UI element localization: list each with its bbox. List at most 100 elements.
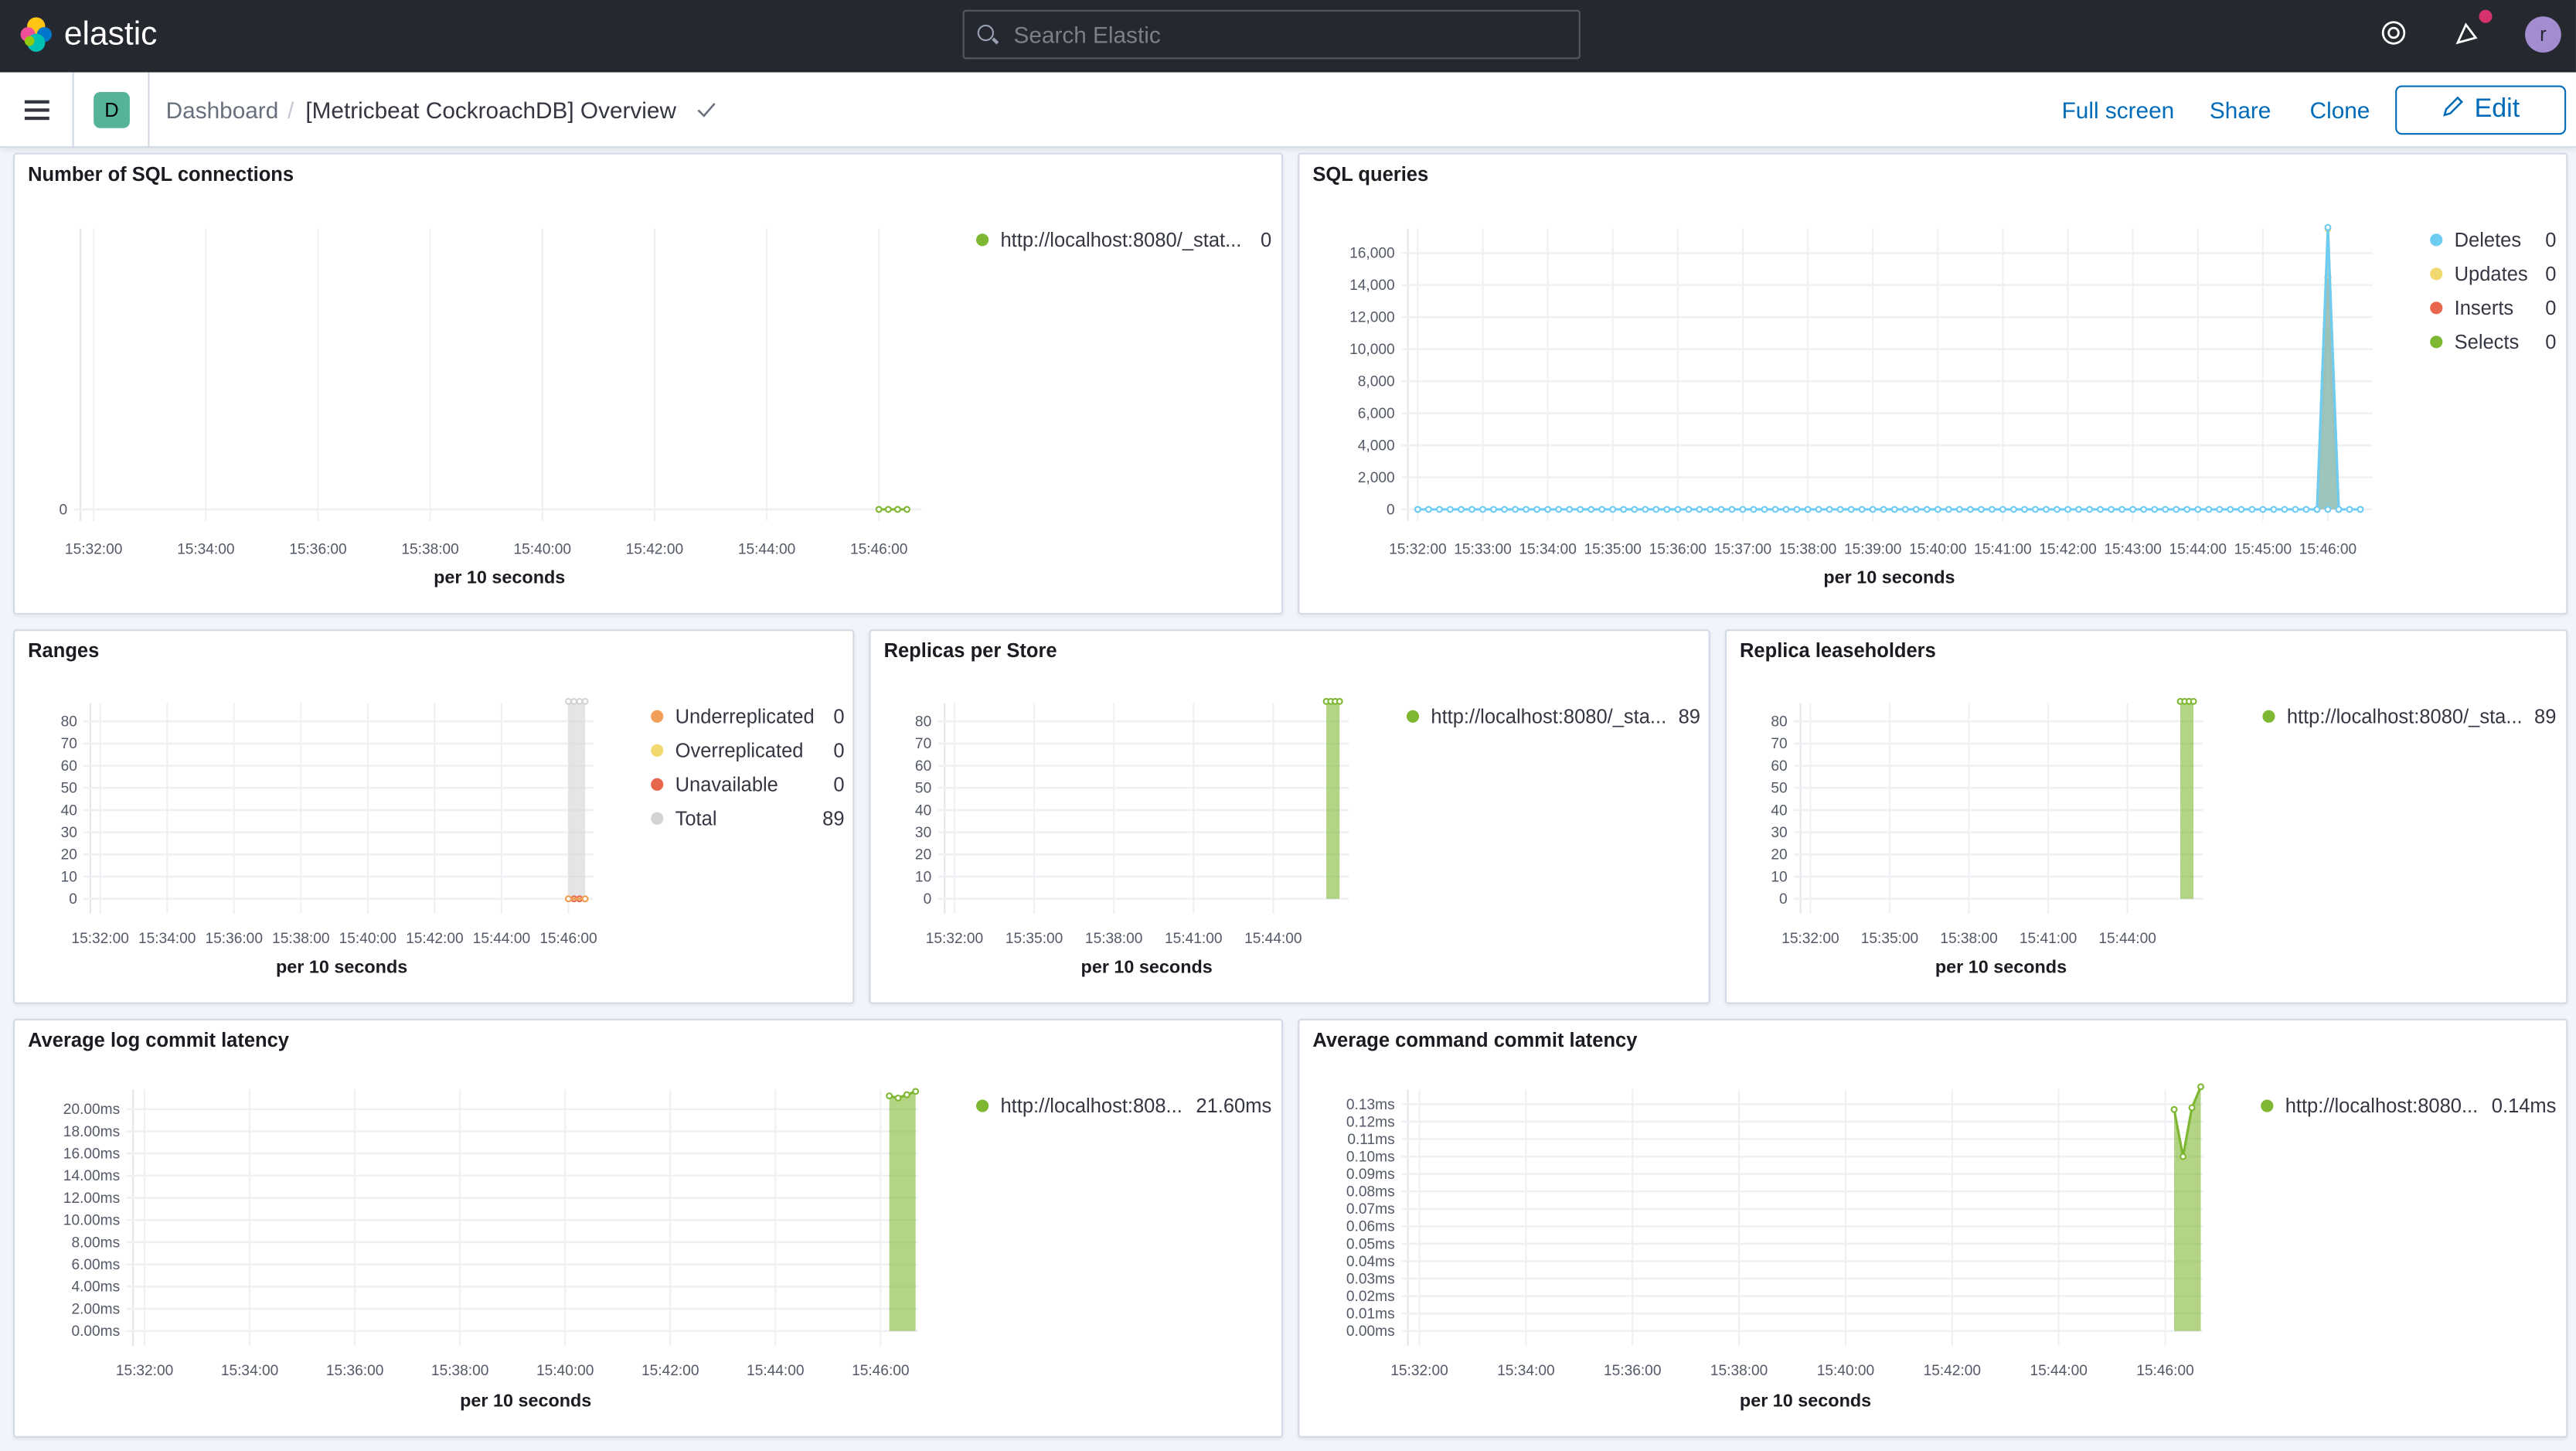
- data-point[interactable]: [1934, 506, 1941, 513]
- data-point[interactable]: [1717, 506, 1725, 513]
- full-screen-button[interactable]: Full screen: [2061, 97, 2175, 124]
- elastic-logo[interactable]: elastic: [16, 15, 157, 54]
- data-point[interactable]: [2086, 506, 2094, 513]
- data-point[interactable]: [1446, 506, 1454, 513]
- data-point[interactable]: [1490, 506, 1497, 513]
- legend-series-name[interactable]: http://localhost:8080...: [2285, 1095, 2479, 1117]
- data-point[interactable]: [570, 697, 578, 705]
- data-point[interactable]: [1901, 506, 1909, 513]
- data-point[interactable]: [1609, 506, 1617, 513]
- data-point[interactable]: [2140, 506, 2148, 513]
- data-point[interactable]: [1728, 506, 1736, 513]
- data-point[interactable]: [1544, 506, 1552, 513]
- data-point[interactable]: [2188, 1104, 2196, 1112]
- data-point[interactable]: [2237, 506, 2245, 513]
- legend-series-name[interactable]: Overreplicated: [675, 740, 804, 761]
- legend-series-name[interactable]: http://localhost:8080/_sta...: [2287, 706, 2523, 727]
- data-point[interactable]: [1750, 506, 1758, 513]
- data-point[interactable]: [1836, 506, 1844, 513]
- data-point[interactable]: [1804, 506, 1812, 513]
- data-point[interactable]: [2009, 506, 2017, 513]
- menu-icon[interactable]: [24, 100, 49, 121]
- data-point[interactable]: [1587, 506, 1595, 513]
- data-point[interactable]: [2227, 506, 2234, 513]
- data-point[interactable]: [1652, 506, 1660, 513]
- data-point[interactable]: [1923, 506, 1931, 513]
- legend-series-name[interactable]: Deletes: [2455, 230, 2521, 251]
- data-point[interactable]: [2259, 506, 2267, 513]
- data-point[interactable]: [2216, 506, 2224, 513]
- data-point[interactable]: [1620, 506, 1628, 513]
- data-point[interactable]: [2324, 223, 2332, 231]
- data-point[interactable]: [1826, 506, 1833, 513]
- data-point[interactable]: [1523, 506, 1530, 513]
- legend-series-name[interactable]: http://localhost:808...: [1000, 1095, 1182, 1117]
- data-point[interactable]: [2032, 506, 2039, 513]
- data-point[interactable]: [2162, 506, 2169, 513]
- legend-series-name[interactable]: Unavailable: [675, 774, 778, 795]
- data-point[interactable]: [2324, 506, 2332, 513]
- breadcrumb-dashboard[interactable]: Dashboard: [165, 97, 279, 124]
- data-point[interactable]: [2190, 697, 2197, 705]
- data-point[interactable]: [564, 697, 572, 705]
- edit-button[interactable]: Edit: [2395, 85, 2567, 135]
- data-point[interactable]: [1663, 506, 1671, 513]
- data-point[interactable]: [1512, 506, 1519, 513]
- data-point[interactable]: [2054, 506, 2060, 513]
- data-point[interactable]: [1890, 506, 1898, 513]
- data-point[interactable]: [1458, 506, 1465, 513]
- data-point[interactable]: [1847, 506, 1855, 513]
- data-point[interactable]: [2097, 506, 2105, 513]
- data-point[interactable]: [1869, 506, 1877, 513]
- data-point[interactable]: [1999, 506, 2006, 513]
- data-point[interactable]: [2357, 506, 2364, 513]
- data-point[interactable]: [2043, 506, 2050, 513]
- data-point[interactable]: [1955, 506, 1963, 513]
- data-point[interactable]: [2302, 506, 2310, 513]
- data-point[interactable]: [2075, 506, 2083, 513]
- data-point[interactable]: [1988, 506, 1996, 513]
- data-point[interactable]: [1435, 506, 1443, 513]
- data-point[interactable]: [581, 697, 589, 705]
- data-point[interactable]: [1424, 506, 1432, 513]
- data-point[interactable]: [1696, 506, 1703, 513]
- data-point[interactable]: [1707, 506, 1714, 513]
- data-point[interactable]: [2313, 506, 2321, 513]
- data-point[interactable]: [884, 506, 892, 513]
- clone-button[interactable]: Clone: [2309, 97, 2370, 124]
- legend-series-name[interactable]: Inserts: [2455, 298, 2514, 319]
- data-point[interactable]: [1577, 506, 1584, 513]
- legend-series-name[interactable]: Updates: [2455, 264, 2528, 285]
- data-point[interactable]: [2020, 506, 2028, 513]
- data-point[interactable]: [1945, 506, 1952, 513]
- data-point[interactable]: [2151, 506, 2159, 513]
- data-point[interactable]: [1782, 506, 1790, 513]
- data-point[interactable]: [2270, 506, 2278, 513]
- data-point[interactable]: [1468, 506, 1475, 513]
- data-point[interactable]: [1685, 506, 1693, 513]
- data-point[interactable]: [894, 1094, 902, 1102]
- help-icon[interactable]: [2380, 20, 2407, 46]
- data-point[interactable]: [2292, 506, 2299, 513]
- data-point[interactable]: [2170, 1105, 2178, 1113]
- data-point[interactable]: [1815, 506, 1822, 513]
- data-point[interactable]: [1555, 506, 1563, 513]
- data-point[interactable]: [1501, 506, 1509, 513]
- data-point[interactable]: [2197, 1083, 2204, 1091]
- data-point[interactable]: [2281, 506, 2288, 513]
- legend-series-name[interactable]: Underreplicated: [675, 706, 815, 727]
- data-point[interactable]: [1566, 506, 1574, 513]
- data-point[interactable]: [2346, 506, 2353, 513]
- data-point[interactable]: [2129, 506, 2137, 513]
- data-point[interactable]: [1642, 506, 1649, 513]
- legend-series-name[interactable]: http://localhost:8080/_sta...: [1431, 706, 1666, 727]
- data-point[interactable]: [903, 1091, 910, 1098]
- data-point[interactable]: [1761, 506, 1768, 513]
- data-point[interactable]: [1977, 506, 1985, 513]
- data-point[interactable]: [1336, 697, 1343, 705]
- data-point[interactable]: [2205, 506, 2213, 513]
- data-point[interactable]: [2335, 506, 2343, 513]
- data-point[interactable]: [1479, 506, 1486, 513]
- data-point[interactable]: [576, 697, 584, 705]
- data-point[interactable]: [1598, 506, 1606, 513]
